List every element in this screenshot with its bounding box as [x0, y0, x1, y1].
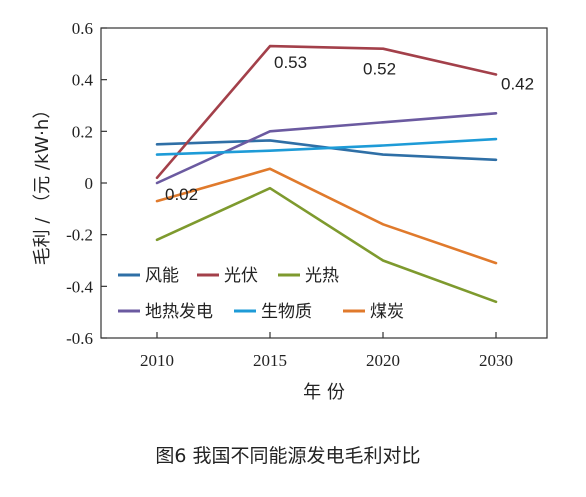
x-tick-label: 2020	[366, 351, 400, 370]
series-line	[155, 186, 498, 304]
data-label: 0.42	[501, 75, 534, 94]
x-axis-title: 年 份	[303, 382, 345, 403]
data-label: 0.02	[165, 185, 198, 204]
legend-label: 光伏	[224, 266, 258, 286]
series-line	[155, 112, 498, 185]
series-line	[155, 139, 498, 162]
legend-label: 地热发电	[145, 302, 213, 322]
y-tick-label: 0	[85, 174, 94, 193]
figure-caption: 图6 我国不同能源发电毛利对比	[155, 445, 420, 467]
legend-label: 生物质	[261, 302, 312, 322]
y-tick-label: 0.2	[72, 122, 93, 141]
y-tick-label: 0.6	[72, 19, 93, 38]
x-tick-label: 2010	[140, 351, 174, 370]
series-line	[155, 137, 498, 156]
x-tick-label: 2015	[253, 351, 287, 370]
data-label: 0.52	[363, 60, 396, 79]
plot-frame	[100, 27, 548, 339]
y-tick-label: -0.4	[66, 277, 93, 296]
series-line	[155, 167, 498, 265]
data-label: 0.53	[274, 53, 307, 72]
y-tick-label: -0.2	[66, 226, 93, 245]
legend-label: 煤炭	[370, 302, 404, 322]
legend-label: 光热	[305, 266, 339, 286]
legend-label: 风能	[145, 266, 179, 286]
x-tick-label: 2030	[479, 351, 513, 370]
y-tick-label: -0.6	[66, 329, 93, 348]
series-line	[155, 44, 498, 180]
y-tick-label: 0.4	[72, 71, 94, 90]
y-axis-title: 毛利 / （元 /kW·h）	[32, 101, 53, 266]
